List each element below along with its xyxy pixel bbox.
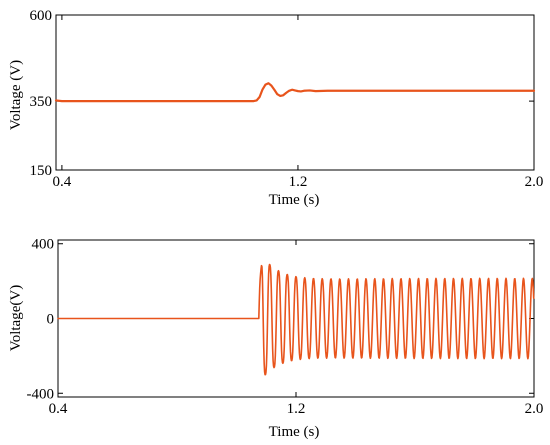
bottom-x-tick-label: 0.4 [49, 401, 68, 417]
bottom-x-axis-label: Time (s) [269, 424, 320, 440]
top-y-tick-label: 600 [30, 8, 53, 24]
bottom-ticks: 0.4 1.2 2.0 400 0 -400 [27, 237, 544, 417]
bottom-y-tick-label: 400 [32, 237, 55, 253]
bottom-y-tick-label: -400 [27, 386, 55, 402]
top-x-tick-label: 2.0 [525, 174, 544, 190]
top-x-tick-label: 1.2 [289, 174, 308, 190]
top-x-axis-label: Time (s) [269, 192, 320, 208]
top-y-axis-label: Voltage (V) [8, 60, 24, 130]
bottom-x-tick-label: 2.0 [525, 401, 544, 417]
bottom-y-axis-label: Voltage(V) [8, 285, 24, 351]
bottom-panel: 0.4 1.2 2.0 400 0 -400 Time (s) Voltage(V) [8, 237, 543, 440]
top-x-tick-label: 0.4 [53, 174, 72, 190]
top-panel: 0.4 1.2 2.0 150 350 600 Time (s) Voltage (V) [8, 8, 543, 208]
top-y-tick-label: 150 [30, 163, 53, 179]
bottom-x-tick-label: 1.2 [287, 401, 306, 417]
top-ticks: 0.4 1.2 2.0 150 350 600 [30, 8, 544, 190]
bottom-y-tick-label: 0 [47, 312, 55, 328]
top-plot-frame [55, 14, 535, 171]
bottom-series-line [57, 263, 535, 376]
top-y-tick-label: 350 [30, 94, 53, 110]
top-series-line [54, 82, 536, 103]
